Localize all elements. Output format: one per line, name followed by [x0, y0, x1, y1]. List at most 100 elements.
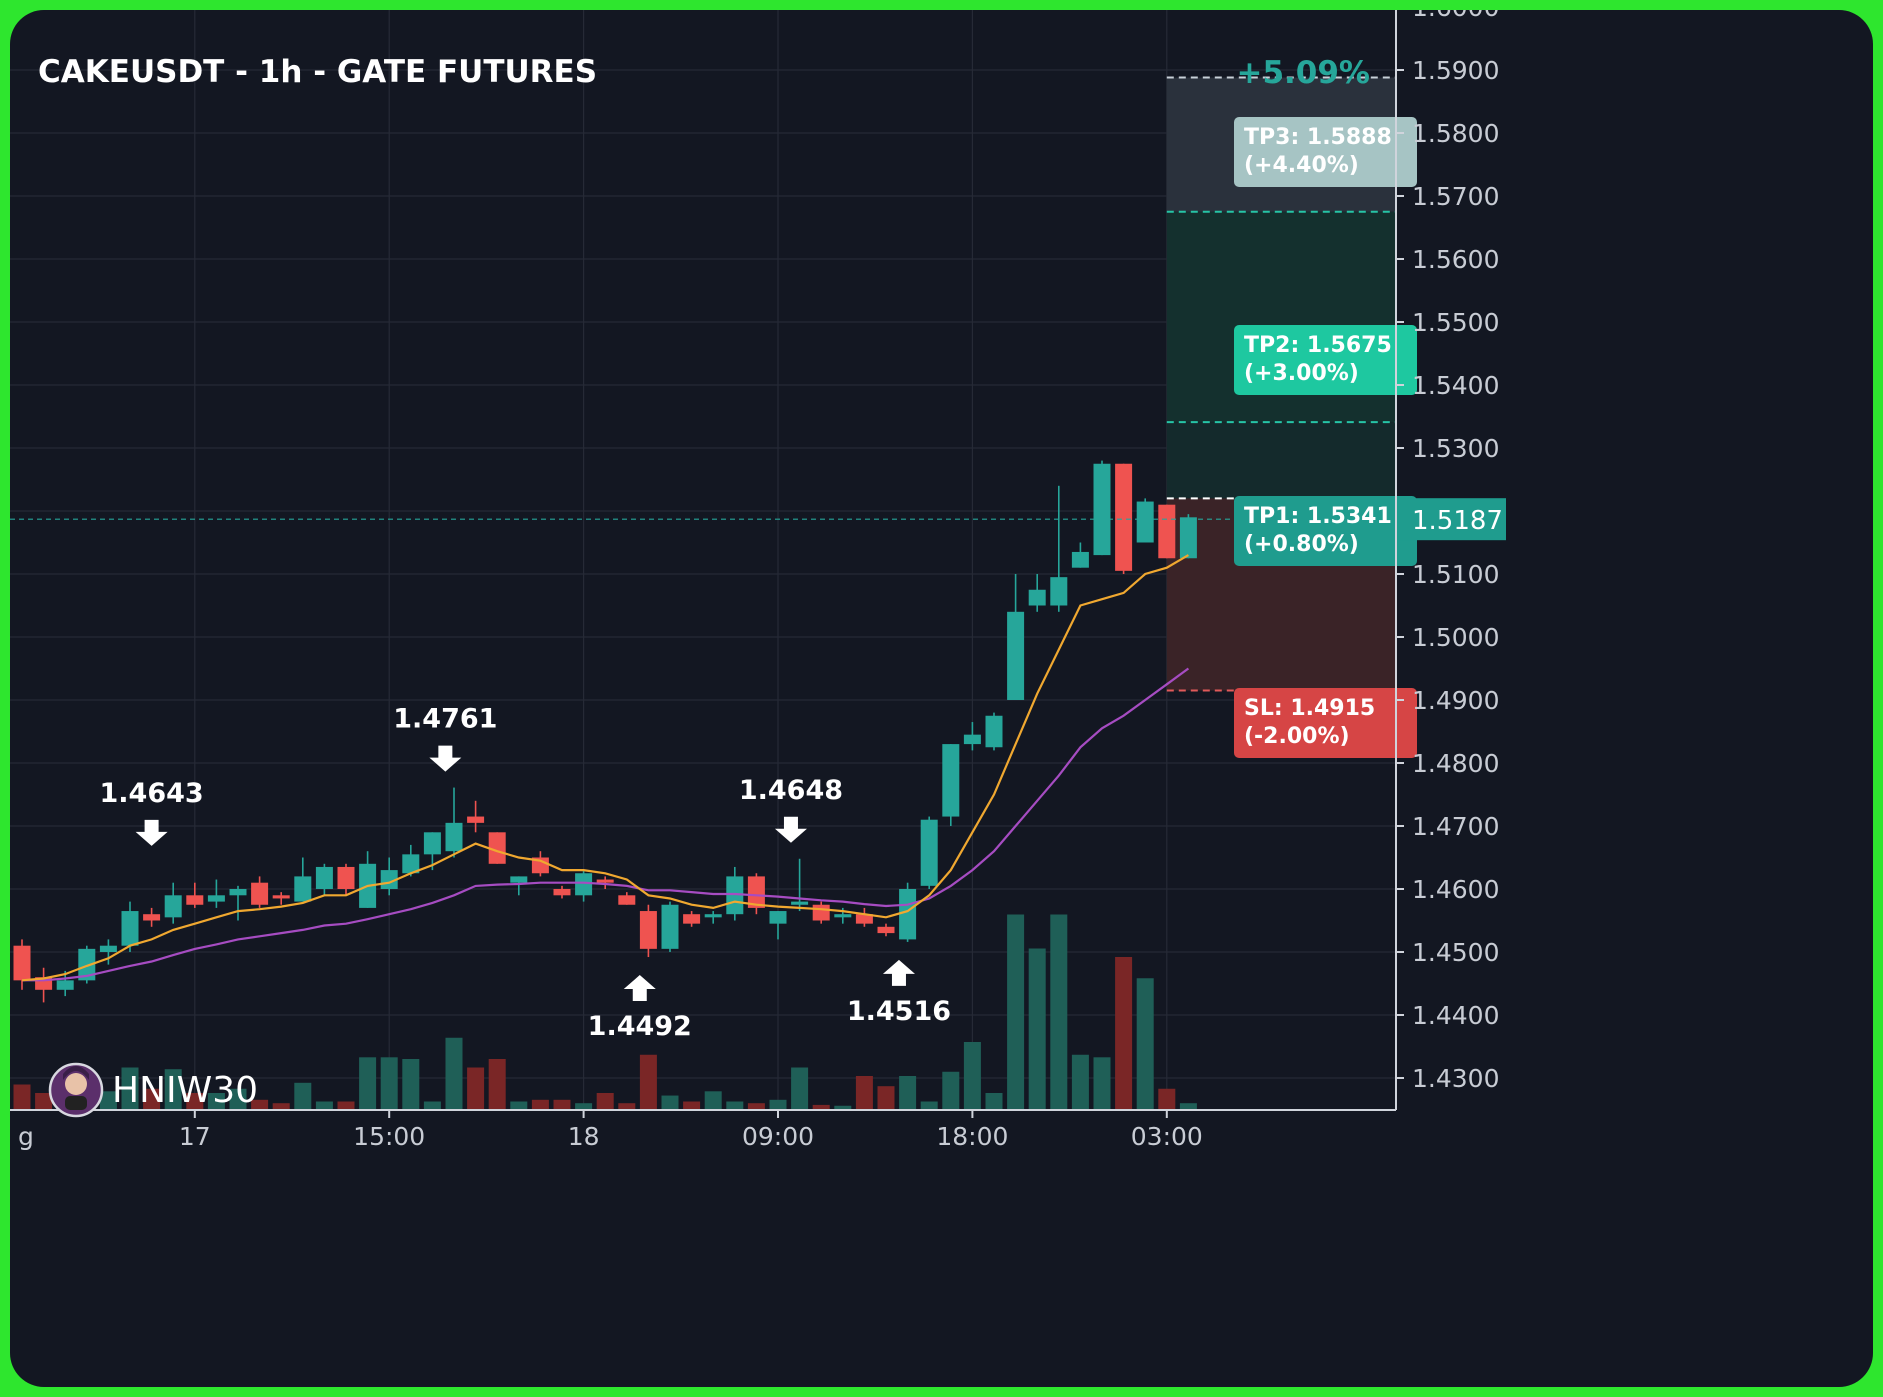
- candle-body: [251, 882, 269, 905]
- candle: [13, 939, 31, 990]
- grid: [10, 10, 1396, 1110]
- candle: [769, 911, 787, 940]
- ema-fast-line: [21, 554, 1189, 982]
- volume-bar: [704, 1091, 722, 1110]
- current-price-label: 1.5187: [1412, 506, 1503, 536]
- candle: [229, 885, 247, 921]
- label-line2: (+0.80%): [1244, 532, 1359, 557]
- candle-body: [164, 895, 182, 918]
- candle-body: [229, 889, 247, 896]
- x-tick-label: 17: [179, 1122, 211, 1151]
- candle-body: [467, 816, 485, 823]
- candle-body: [402, 854, 420, 874]
- volume-bar: [251, 1099, 269, 1110]
- volume-bar: [747, 1103, 765, 1110]
- label-line2: (+3.00%): [1244, 361, 1359, 386]
- candle: [596, 876, 614, 889]
- candle: [661, 901, 679, 952]
- candle-body: [575, 873, 593, 896]
- candle: [78, 945, 96, 984]
- arrow-down-icon: [429, 745, 462, 772]
- candle-body: [877, 926, 895, 934]
- candle: [704, 911, 722, 924]
- y-tick-label: 1.5100: [1412, 560, 1499, 589]
- label-line1: TP3: 1.5888: [1244, 125, 1392, 150]
- level-lines: TP3: 1.5888(+4.40%) TP2: 1.5675 (+3.00%) TP…: [10, 76, 1417, 758]
- y-tick-label: 1.4700: [1412, 812, 1499, 841]
- y-tick-label: 1.5500: [1412, 308, 1499, 337]
- y-tick-label: 1.5600: [1412, 245, 1499, 274]
- candle-body: [1158, 504, 1176, 559]
- label-line1: TP2: 1.5675: [1244, 333, 1392, 358]
- label-line1: TP1: 1.5341: [1244, 504, 1392, 529]
- candle-body: [855, 914, 873, 924]
- tp3-label: TP3: 1.5888 (+4.40%): [1234, 117, 1417, 187]
- volume-bar: [380, 1057, 398, 1110]
- annotation-label: 1.4761: [393, 704, 497, 735]
- candle: [251, 876, 269, 908]
- y-tick-label: 1.4500: [1412, 938, 1499, 967]
- volume-bar: [1158, 1088, 1176, 1110]
- candle-body: [1179, 517, 1197, 559]
- candle-body: [661, 904, 679, 949]
- candle: [510, 876, 528, 896]
- candle: [639, 904, 657, 958]
- candles: [13, 460, 1197, 1003]
- candle-body: [618, 895, 636, 905]
- volume-bar: [164, 1069, 182, 1110]
- candle: [855, 907, 873, 927]
- candle-body: [315, 866, 333, 889]
- candle: [791, 858, 809, 912]
- candle-body: [56, 980, 74, 990]
- candle: [683, 911, 701, 927]
- candle: [1093, 460, 1111, 556]
- arrow-down-icon: [774, 816, 807, 843]
- candle: [1115, 463, 1133, 574]
- annotation: 1.4516: [847, 959, 951, 1027]
- chart-title: CAKEUSDT - 1h - GATE FUTURES: [38, 54, 597, 90]
- candle: [402, 844, 420, 877]
- candle: [920, 816, 938, 889]
- candle: [445, 787, 463, 858]
- volume-bar: [229, 1088, 247, 1110]
- candle-body: [445, 822, 463, 852]
- volume-bar: [1028, 948, 1046, 1110]
- volume-bar: [1136, 978, 1154, 1110]
- volume-bar: [13, 1084, 31, 1110]
- candle-body: [337, 866, 355, 889]
- candle: [1179, 514, 1197, 559]
- arrow-up-icon: [882, 959, 915, 986]
- y-tick-label: 1.5300: [1412, 434, 1499, 463]
- annotation-label: 1.4643: [99, 778, 203, 809]
- y-tick-label: 1.5900: [1412, 56, 1499, 85]
- arrow-up-icon: [623, 975, 656, 1002]
- volume-bar: [920, 1101, 938, 1110]
- candle: [1158, 504, 1176, 559]
- y-tick-label: 1.5800: [1412, 119, 1499, 148]
- candle: [747, 873, 765, 915]
- candle: [1071, 542, 1089, 568]
- candle: [618, 892, 636, 905]
- candle-body: [143, 914, 161, 921]
- candle: [812, 901, 830, 924]
- volume-bar: [942, 1071, 960, 1110]
- candle-body: [1136, 501, 1154, 543]
- annotation: 1.4761: [393, 704, 497, 772]
- candle: [467, 800, 485, 833]
- ema-slow-line: [22, 667, 1190, 982]
- volume-bar: [1115, 957, 1133, 1110]
- volume-bar: [143, 1088, 161, 1110]
- candle: [207, 879, 225, 908]
- candlestick-chart[interactable]: TP3: 1.5888(+4.40%) TP2: 1.5675 (+3.00%) TP…: [10, 10, 1873, 1387]
- change-percent: +5.09%: [1236, 55, 1370, 91]
- candle: [294, 857, 312, 902]
- watermark-text: HNIW30: [112, 1070, 258, 1111]
- volume-bar: [1007, 914, 1025, 1110]
- candle: [35, 967, 53, 1003]
- volume-bar: [769, 1099, 787, 1110]
- annotation-label: 1.4492: [588, 1011, 692, 1042]
- volume-bar: [121, 1067, 139, 1110]
- volume-bar: [402, 1059, 420, 1110]
- volume-bar: [575, 1103, 593, 1110]
- candle-body: [1093, 463, 1111, 556]
